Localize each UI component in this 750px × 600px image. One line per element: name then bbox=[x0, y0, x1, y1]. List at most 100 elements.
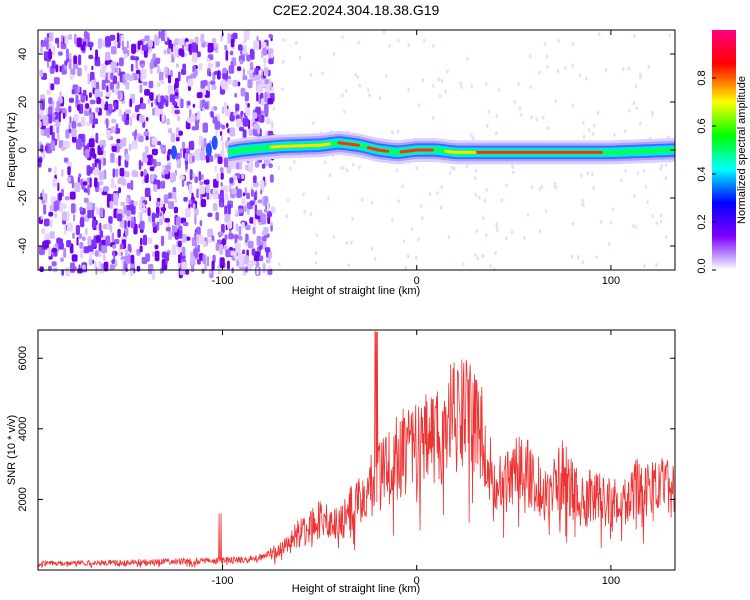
spectrogram-cell bbox=[286, 198, 290, 203]
spectrogram-cell bbox=[67, 176, 71, 183]
spectrogram-cell bbox=[219, 257, 225, 269]
spectrogram-cell bbox=[505, 236, 508, 241]
spectrogram-cell bbox=[187, 78, 194, 87]
spectrogram-cell bbox=[130, 55, 136, 61]
spectrogram-cell bbox=[251, 248, 256, 256]
spectrogram-cell bbox=[48, 106, 53, 116]
spectrogram-cell bbox=[198, 63, 203, 71]
spectrogram-cell bbox=[153, 184, 158, 192]
spectrogram-cell bbox=[105, 235, 111, 247]
snr-y-label: SNR (10 * v/v) bbox=[6, 415, 18, 485]
spectrogram-cell bbox=[207, 81, 210, 92]
spectrogram-cell bbox=[82, 236, 86, 241]
spectrogram-cell bbox=[54, 111, 59, 120]
spectrogram-cell bbox=[94, 88, 100, 99]
spectrogram-cell bbox=[208, 193, 212, 200]
spectrogram-cell bbox=[170, 132, 176, 143]
spectrogram-cell bbox=[486, 124, 489, 129]
spectrogram-cell bbox=[604, 67, 608, 72]
spectrogram-cell bbox=[247, 103, 250, 108]
spectrogram-cell bbox=[64, 65, 67, 71]
spectrogram-cell bbox=[139, 114, 145, 123]
spectrogram-cell bbox=[432, 44, 435, 48]
spectrogram-cell bbox=[85, 228, 88, 236]
y-tick-label: -20 bbox=[17, 190, 29, 206]
spectrogram-cell bbox=[241, 197, 246, 206]
spectrogram-cell bbox=[98, 187, 104, 193]
spectrogram-cell bbox=[51, 60, 56, 70]
spectrogram-cell bbox=[285, 214, 288, 219]
spectrogram-cell bbox=[391, 217, 394, 222]
spectrogram-cell bbox=[411, 226, 414, 231]
spectrogram-cell bbox=[172, 100, 177, 106]
spectrogram-cell bbox=[267, 216, 271, 225]
spectrogram-cell bbox=[253, 216, 257, 227]
spectrogram-cell bbox=[149, 92, 154, 101]
spectrogram-cell bbox=[151, 157, 154, 164]
spectrogram-cell bbox=[106, 130, 111, 139]
spectrogram-cell bbox=[48, 167, 52, 173]
spectrogram-cell bbox=[77, 86, 81, 93]
spectrogram-cell bbox=[55, 64, 59, 73]
spectrogram-cell bbox=[215, 190, 218, 195]
spectrogram-cell bbox=[264, 79, 269, 85]
spectrogram-cell bbox=[158, 31, 161, 39]
spectrogram-cell bbox=[609, 220, 613, 225]
spectrogram-cell bbox=[62, 112, 66, 119]
spectrogram-cell bbox=[98, 261, 102, 272]
spectrogram-cell bbox=[530, 115, 533, 120]
spectrogram-cell bbox=[94, 158, 99, 164]
spectrogram-cell bbox=[260, 68, 264, 76]
spectrogram-cell bbox=[217, 70, 221, 80]
spectrogram-cell bbox=[431, 83, 435, 88]
spectrogram-cell bbox=[668, 33, 671, 38]
spectrogram-cell bbox=[165, 66, 168, 76]
spectrogram-cell bbox=[54, 212, 57, 218]
spectrogram-cell bbox=[352, 162, 355, 167]
x-tick-label: -100 bbox=[211, 275, 233, 287]
spectrogram-cell bbox=[495, 114, 499, 119]
spectrogram-cell bbox=[48, 51, 53, 60]
spectrogram-cell bbox=[582, 134, 586, 139]
spectrogram-cell bbox=[135, 69, 141, 74]
spectrogram-cell bbox=[101, 145, 104, 151]
spectrogram-cell bbox=[341, 35, 344, 40]
x-tick-label: 100 bbox=[602, 275, 620, 287]
spectrogram-cell bbox=[270, 206, 276, 214]
spectrogram-cell bbox=[293, 160, 296, 165]
spectrogram-cell bbox=[145, 117, 149, 122]
spectrogram-cell bbox=[75, 95, 79, 104]
spectrogram-cell bbox=[197, 110, 201, 119]
spectrogram-cell bbox=[57, 51, 63, 56]
spectrogram-cell bbox=[196, 92, 203, 99]
spectrogram-cell bbox=[61, 269, 64, 276]
spectrogram-cell bbox=[262, 47, 267, 56]
spectrogram-cell bbox=[202, 254, 207, 265]
spectrogram-cell bbox=[196, 226, 201, 236]
spectrogram-cell bbox=[168, 201, 174, 209]
spectrogram-cell bbox=[391, 130, 394, 135]
spectrogram-cell bbox=[214, 165, 217, 172]
spectrogram-cell bbox=[111, 126, 116, 133]
spectrogram-cell bbox=[397, 199, 400, 204]
spectrogram-cell bbox=[73, 214, 76, 222]
spectrogram-cell bbox=[197, 258, 201, 265]
ridge-core bbox=[399, 148, 434, 154]
spectrogram-cell bbox=[553, 184, 557, 189]
spectrogram-cell bbox=[233, 111, 238, 116]
spectrogram-cell bbox=[82, 264, 86, 271]
spectrogram-cell bbox=[517, 81, 520, 86]
spectrogram-cell bbox=[76, 138, 82, 150]
spectrogram-cell bbox=[41, 200, 45, 204]
spectrogram-cell bbox=[173, 206, 178, 214]
spectrogram-cell bbox=[51, 247, 57, 253]
spectrogram-cell bbox=[136, 265, 141, 272]
spectrogram-cell bbox=[470, 84, 473, 89]
spectrogram-cell bbox=[260, 98, 265, 106]
spectrogram-cell bbox=[67, 222, 73, 232]
spectrogram-cell bbox=[103, 261, 109, 272]
spectrogram-cell bbox=[554, 98, 557, 103]
spectrogram-cell bbox=[47, 60, 50, 68]
spectrogram-cell bbox=[178, 130, 183, 136]
spectrogram-cell bbox=[247, 79, 253, 89]
